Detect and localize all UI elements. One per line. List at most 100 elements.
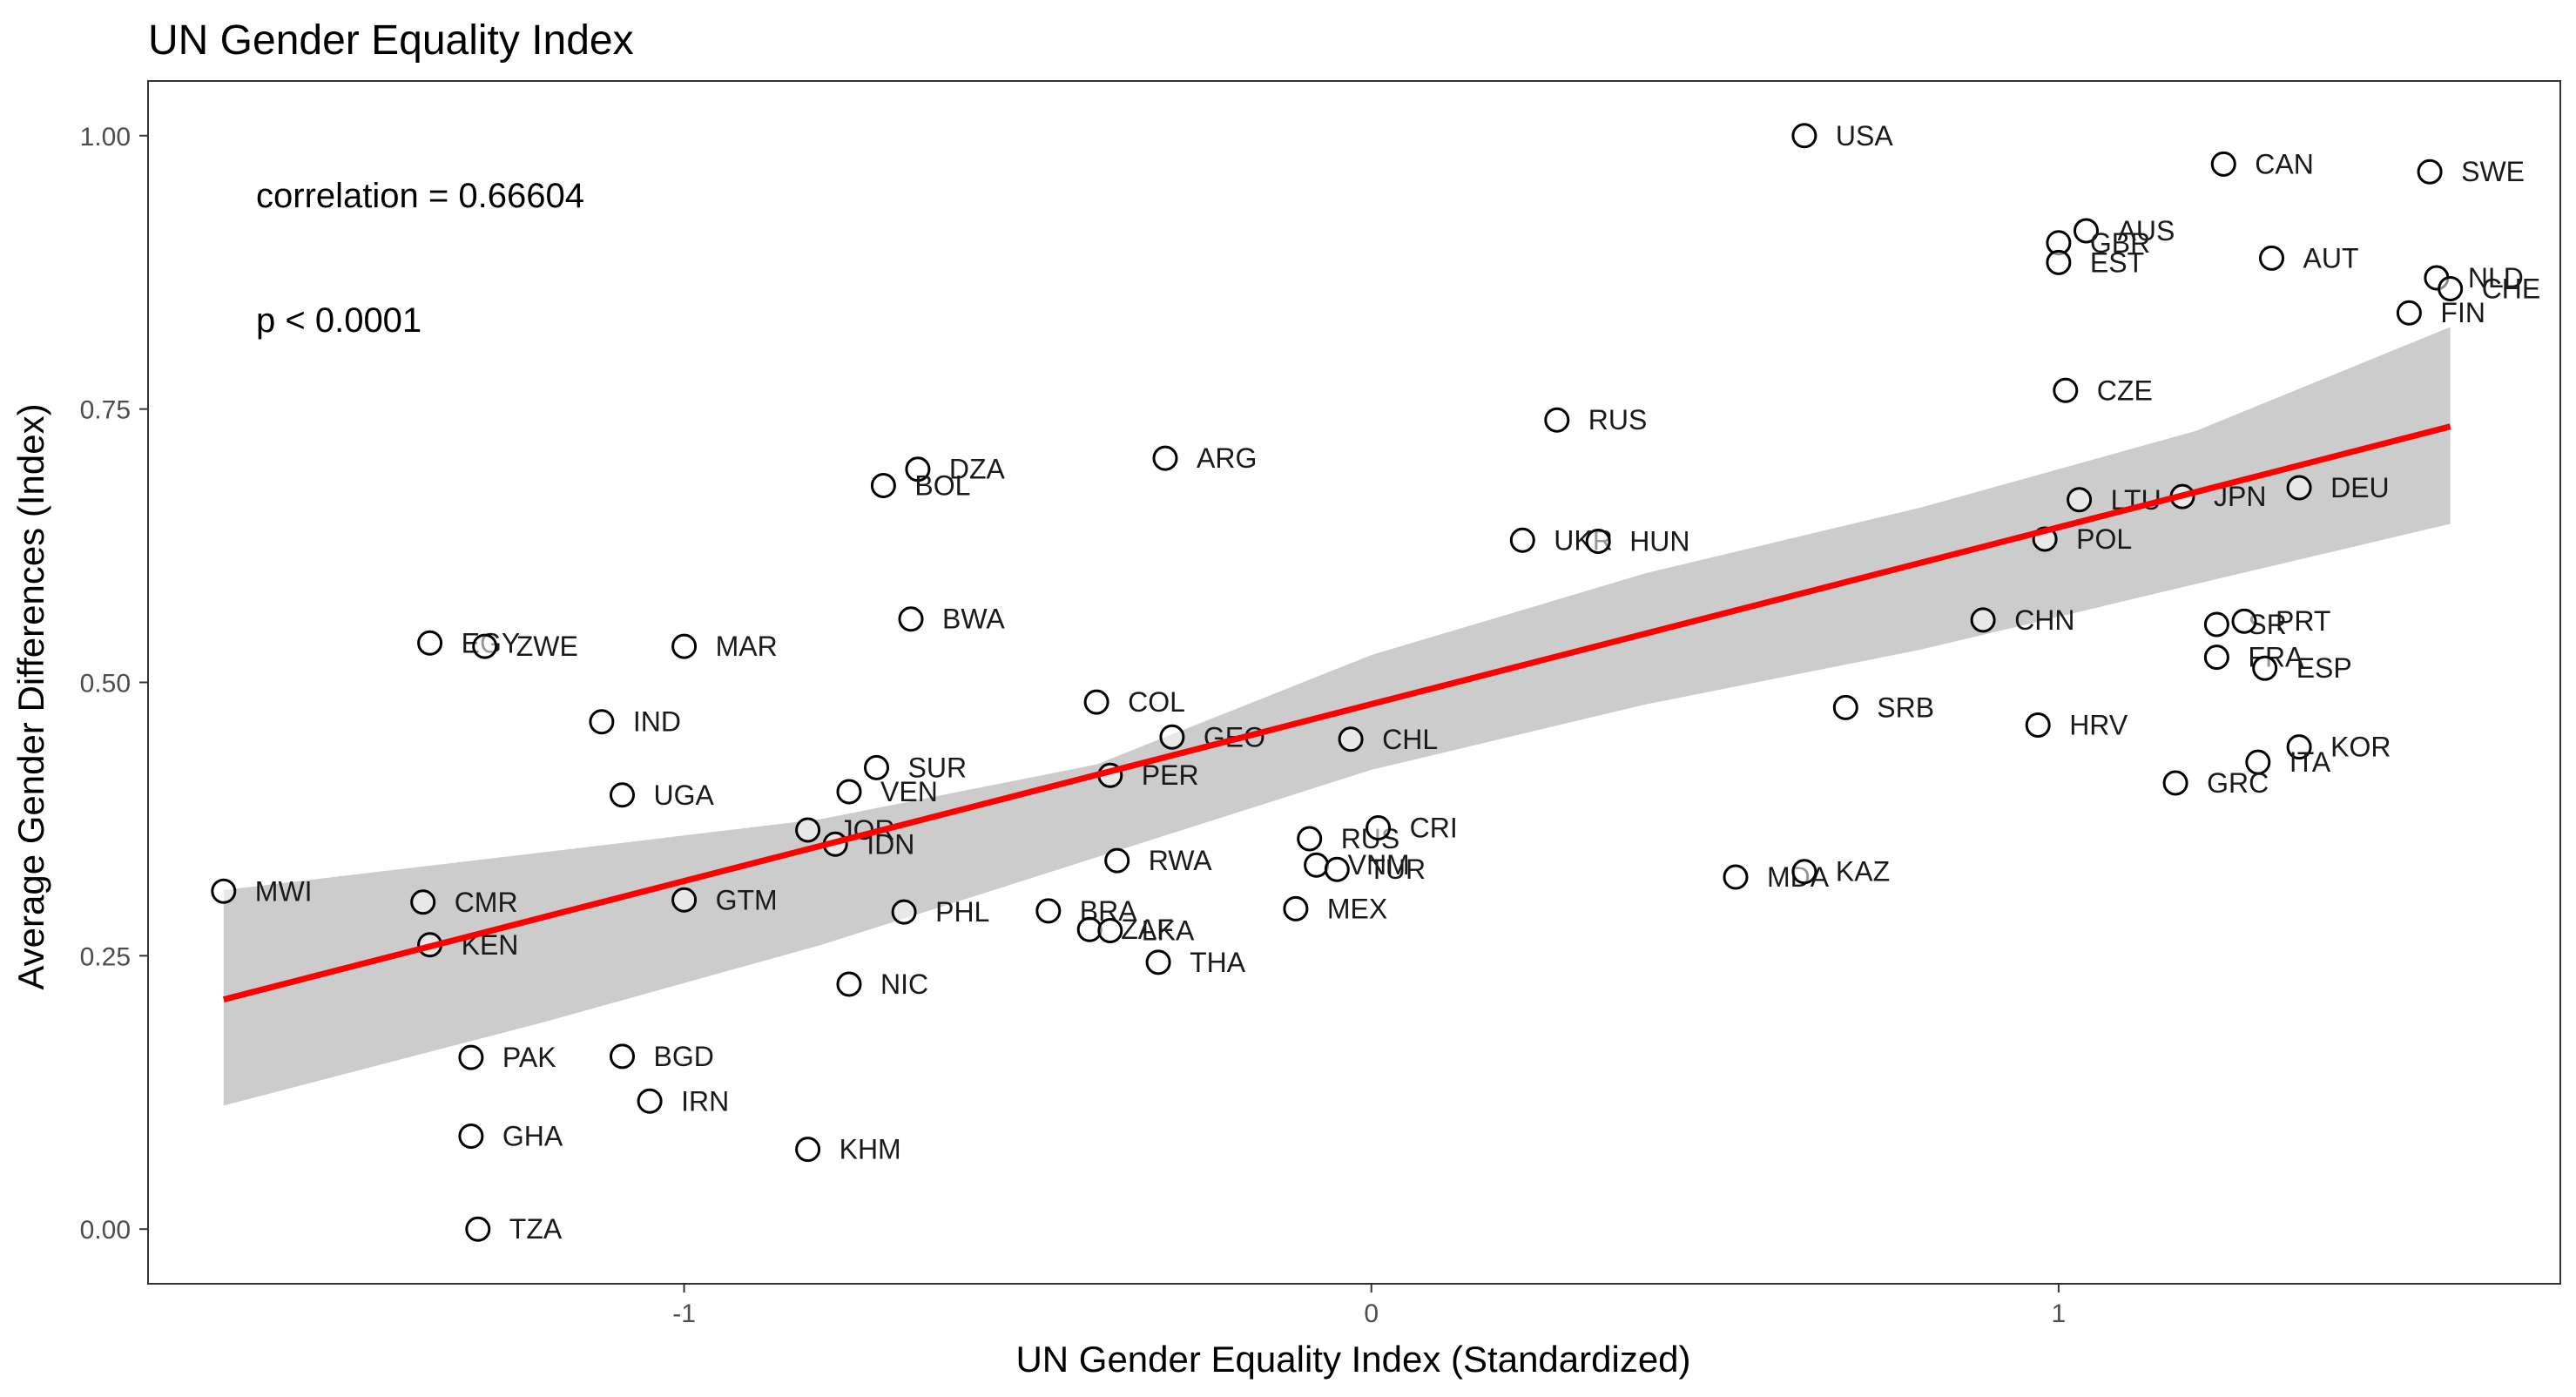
data-point-cri [1366, 815, 1392, 840]
point-label-swe: SWE [2461, 156, 2525, 187]
point-label-mwi: MWI [255, 875, 313, 907]
point-label-cmr: CMR [455, 887, 518, 918]
point-label-ven: VEN [880, 776, 938, 807]
x-tick-label: -1 [672, 1299, 696, 1328]
data-point-ukr [1509, 527, 1535, 553]
data-point-bra [1035, 898, 1062, 924]
point-label-srb: SRB [1877, 692, 1934, 723]
point-label-kor: KOR [2330, 732, 2391, 763]
point-label-tha: THA [1190, 947, 1246, 978]
p-value-annotation: p < 0.0001 [256, 301, 421, 340]
point-label-arg: ARG [1197, 442, 1257, 474]
point-label-prt: PRT [2276, 605, 2330, 637]
x-tick-label: 1 [2052, 1299, 2067, 1328]
point-label-vnm: VNM [1348, 849, 1410, 881]
point-label-aus: AUS [2118, 215, 2175, 246]
data-point-arg [1152, 445, 1178, 471]
data-point-tha [1145, 949, 1171, 975]
point-label-chn: CHN [2014, 604, 2074, 636]
point-label-dza: DZA [949, 454, 1006, 485]
y-axis-title: Average Gender Differences (Index) [10, 403, 51, 989]
data-point-ltu [2067, 487, 2093, 513]
data-point-ita [2245, 749, 2271, 775]
point-label-nic: NIC [880, 968, 928, 1000]
point-label-gtm: GTM [716, 884, 778, 915]
x-axis-title: UN Gender Equality Index (Standardized) [1015, 1339, 1690, 1380]
point-label-grc: GRC [2207, 767, 2269, 799]
data-point-est [2046, 249, 2072, 275]
data-point-mwi [211, 878, 237, 904]
data-point-sr [2203, 611, 2229, 638]
point-label-can: CAN [2255, 148, 2314, 179]
data-point-rus [1297, 826, 1323, 852]
point-label-sur: SUR [908, 752, 968, 783]
point-label-gbr: GBR [2090, 227, 2150, 259]
point-label-hun: HUN [1629, 526, 1689, 557]
point-label-est: EST [2090, 246, 2144, 278]
data-point-gtm [671, 887, 698, 913]
y-tick-label: 0.75 [80, 396, 131, 425]
point-label-tza: TZA [509, 1213, 563, 1245]
data-point-tza [465, 1216, 491, 1242]
y-tick-label: 1.00 [80, 123, 131, 152]
point-label-mex: MEX [1327, 893, 1387, 924]
data-point-bwa [898, 606, 924, 632]
data-point-zaf [1076, 916, 1103, 942]
point-label-kaz: KAZ [1836, 856, 1890, 887]
y-tick-label: 0.50 [80, 670, 131, 698]
data-point-hrv [2025, 712, 2051, 738]
point-label-phl: PHL [935, 896, 989, 928]
data-point-ven [836, 779, 862, 805]
x-tick-label: 0 [1364, 1299, 1379, 1328]
data-point-hun [1585, 529, 1611, 554]
point-label-gha: GHA [502, 1121, 563, 1152]
data-point-esp [2252, 655, 2278, 681]
data-point-aus [2074, 218, 2099, 244]
point-label-irn: IRN [681, 1085, 729, 1117]
data-point-chl [1338, 726, 1364, 752]
point-label-deu: DEU [2330, 472, 2390, 503]
data-point-gha [458, 1124, 484, 1149]
data-point-geo [1159, 724, 1185, 750]
data-point-lka [1097, 918, 1123, 943]
point-label-zaf: ZAF [1121, 914, 1173, 945]
data-point-dza [905, 456, 931, 483]
data-point-uga [610, 782, 635, 808]
y-tick-label: 0.00 [80, 1216, 131, 1245]
point-label-bgd: BGD [654, 1041, 714, 1072]
point-label-ind: IND [633, 706, 681, 738]
data-point-nic [836, 971, 862, 997]
point-label-mar: MAR [716, 631, 778, 662]
point-label-per: PER [1142, 759, 1199, 791]
axes: -1 0 1 0.00 0.25 0.50 0.75 1.00 [80, 80, 2561, 1328]
data-point-bol [870, 473, 896, 498]
point-label-bol: BOL [914, 470, 970, 502]
data-point-bgd [610, 1043, 635, 1070]
point-label-lka: LKA [1142, 915, 1195, 947]
data-point-kaz [1791, 859, 1817, 885]
data-point-jor [795, 817, 821, 843]
data-point-egy [417, 630, 443, 656]
data-point-vnm [1304, 852, 1330, 878]
point-label-chl: CHL [1382, 724, 1438, 755]
data-point-fin [2396, 300, 2422, 326]
data-point-swe [2417, 159, 2443, 185]
data-point-col [1083, 689, 1109, 715]
point-label-aut: AUT [2303, 242, 2359, 273]
data-point-che [2438, 276, 2464, 301]
correlation-annotation: correlation = 0.66604 [256, 177, 584, 215]
point-label-hrv: HRV [2069, 710, 2128, 741]
data-point-tur [1324, 856, 1350, 882]
data-point-can [2210, 151, 2236, 177]
data-point-prt [2231, 608, 2257, 634]
point-label-fin: FIN [2440, 297, 2485, 328]
data-point-sur [864, 754, 889, 780]
point-label-ita: ITA [2289, 746, 2331, 778]
point-label-che: CHE [2482, 273, 2541, 305]
data-point-mar [671, 633, 698, 659]
y-tick-label: 0.25 [80, 942, 131, 971]
data-point-rwa [1104, 847, 1130, 874]
data-point-mex [1283, 895, 1309, 921]
data-point-phl [891, 899, 917, 925]
